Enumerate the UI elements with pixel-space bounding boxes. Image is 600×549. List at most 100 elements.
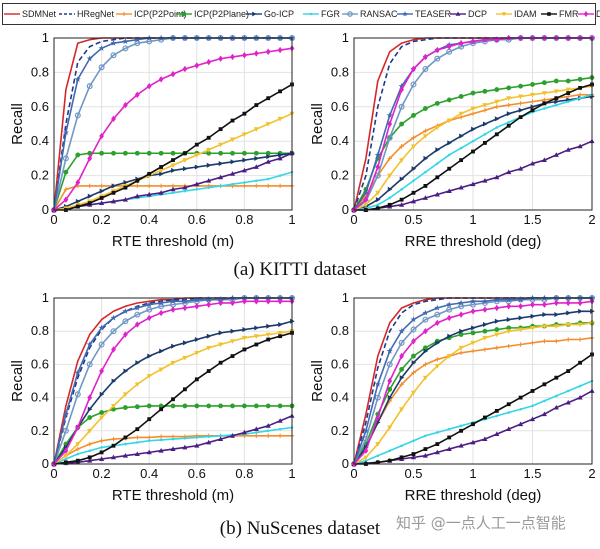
legend-item-fgr: FGR — [303, 4, 340, 24]
chart0-point-fgr-18 — [266, 177, 270, 181]
chart3-point-fgr-5 — [412, 439, 415, 443]
chart3-point-fgr-19 — [578, 384, 582, 388]
chart0-series-idam — [51, 111, 295, 213]
chart0-point-fmr-13 — [206, 135, 211, 140]
chart3-point-go-icp-11 — [482, 322, 488, 328]
chart1-point-dcp-12 — [494, 174, 500, 180]
legend-item-fmr: FMR — [541, 4, 579, 24]
chart0-point-fmr-2 — [75, 204, 80, 209]
chart3-point-idam-14 — [518, 327, 524, 333]
chart0-point-icp-p2point-1 — [63, 187, 69, 192]
chart0-point-idam-9 — [158, 168, 164, 174]
chart2-point-teaser-14 — [217, 296, 224, 303]
chart2-point-fmr-15 — [230, 354, 235, 359]
chart0-point-teaser-6 — [122, 38, 129, 45]
chart3-point-dcp-6 — [422, 452, 428, 458]
chart3-point-icp-p2point-18 — [565, 337, 571, 342]
chart3-point-teaser-7 — [434, 304, 441, 311]
legend-marker-teaser — [402, 11, 408, 17]
chart3-point-idam-5 — [410, 390, 417, 396]
chart-kitti-rre: 0 0.5 1 1.5 2 0 0.2 0.4 0.6 0.8 1 RRE threshold (de… — [309, 30, 596, 250]
chart1-point-go-icp-3 — [387, 186, 393, 192]
chart1-point-idam-3 — [387, 173, 393, 179]
chart2-point-idam-11 — [182, 355, 188, 361]
caption-nuscenes: (b) NuScenes dataset — [219, 518, 381, 539]
chart3-point-dgr-6 — [423, 328, 428, 335]
chart3-point-teaser-11 — [481, 298, 488, 304]
chart2-point-dcp-15 — [229, 433, 236, 438]
chart3-point-icp-p2point-9 — [458, 350, 464, 356]
chart0-point-dcp-13 — [206, 178, 212, 183]
chart3-point-go-icp-8 — [447, 333, 452, 339]
chart1-point-teaser-2 — [374, 151, 381, 158]
chart0-point-fgr-15 — [231, 182, 234, 186]
chart0-point-go-icp-18 — [266, 154, 271, 160]
chart0-ytick-label-0: 0 — [42, 202, 49, 217]
chart1-ytick-label-5: 1 — [342, 30, 349, 45]
chart3-point-icp-p2plane-12 — [494, 327, 500, 332]
chart0-point-fmr-12 — [194, 142, 199, 147]
chart2-point-icp-p2point-19 — [277, 433, 283, 439]
chart1-xtick-label-4: 2 — [588, 212, 595, 227]
chart1-point-fgr-5 — [412, 179, 415, 183]
chart0-point-go-icp-3 — [87, 193, 93, 199]
chart0-point-teaser-3 — [86, 55, 93, 62]
chart1-point-idam-11 — [482, 103, 488, 108]
chart-nuscenes-rre: 0 0.5 1 1.5 2 0 0.2 0.4 0.6 0.8 1 RRE threshold (de… — [309, 290, 596, 504]
chart0-point-fmr-8 — [147, 171, 152, 176]
chart2-xtick-label-0: 0 — [50, 466, 57, 481]
chart0-point-icp-p2plane-16 — [241, 150, 247, 156]
chart1-point-ransac-3 — [386, 134, 393, 141]
legend-item-icp-p2plane: ICP(P2Plane) — [176, 4, 249, 24]
chart3-point-dgr-12 — [494, 304, 500, 312]
chart3-point-idam-8 — [446, 354, 452, 359]
chart2-ytick-label-0: 0 — [42, 456, 49, 471]
chart1-point-idam-7 — [434, 125, 440, 131]
chart0-point-dgr-13 — [206, 58, 212, 66]
chart1-point-dcp-18 — [565, 147, 571, 152]
chart0-point-dgr-7 — [134, 91, 140, 98]
chart3-point-dgr-10 — [470, 308, 476, 315]
chart2-point-icp-p2point-5 — [111, 436, 116, 442]
chart1-point-fgr-13 — [507, 121, 510, 124]
chart1-xtick-label-1: 0.5 — [404, 212, 422, 227]
chart2-ytick-label-1: 0.2 — [31, 423, 49, 438]
chart0-point-icp-p2point-19 — [277, 183, 283, 189]
chart2-point-dgr-8 — [146, 314, 152, 322]
chart1-point-fmr-14 — [518, 115, 523, 120]
chart2-point-fmr-11 — [182, 387, 187, 392]
chart0-xtick-label-2: 0.4 — [140, 212, 158, 227]
chart2-point-idam-6 — [122, 392, 128, 397]
chart3-point-dcp-12 — [494, 431, 500, 437]
chart2-point-icp-p2plane-7 — [134, 404, 140, 410]
chart2-point-fgr-2 — [76, 452, 80, 456]
chart3-point-fmr-16 — [542, 382, 547, 387]
chart2-point-dgr-18 — [265, 298, 271, 305]
chart3-point-idam-18 — [565, 322, 571, 328]
chart2-point-fmr-9 — [159, 407, 164, 412]
chart2-point-dcp-5 — [110, 454, 117, 460]
chart3-point-fmr-2 — [375, 460, 380, 465]
chart2-point-dgr-5 — [111, 346, 116, 353]
chart2-point-fmr-1 — [63, 460, 68, 465]
chart2-point-fmr-6 — [123, 435, 128, 440]
chart1-point-fmr-15 — [530, 108, 535, 113]
chart1-point-dcp-9 — [458, 184, 464, 190]
chart2-point-dcp-9 — [158, 448, 164, 453]
chart2-point-icp-p2plane-16 — [241, 403, 247, 409]
chart1-point-dcp-4 — [399, 202, 405, 207]
chart2-point-dcp-14 — [218, 436, 224, 442]
legend-swatch-icp-p2plane — [176, 11, 192, 17]
legend-swatch-teaser — [397, 11, 413, 17]
chart3-point-dcp-19 — [577, 394, 583, 400]
chart2-point-dcp-13 — [206, 439, 212, 445]
chart2-point-idam-3 — [87, 428, 93, 434]
chart1-point-idam-14 — [518, 94, 524, 100]
chart0-point-dgr-2 — [75, 179, 81, 186]
chart0-point-ransac-5 — [110, 52, 117, 59]
legend-label-icp-p2point: ICP(P2Point) — [134, 9, 187, 19]
chart0-point-dcp-16 — [241, 167, 247, 173]
chart0-point-teaser-7 — [134, 36, 141, 43]
legend-label-sdmnet: SDMNet — [22, 9, 57, 19]
chart1-point-ransac-5 — [410, 81, 417, 88]
